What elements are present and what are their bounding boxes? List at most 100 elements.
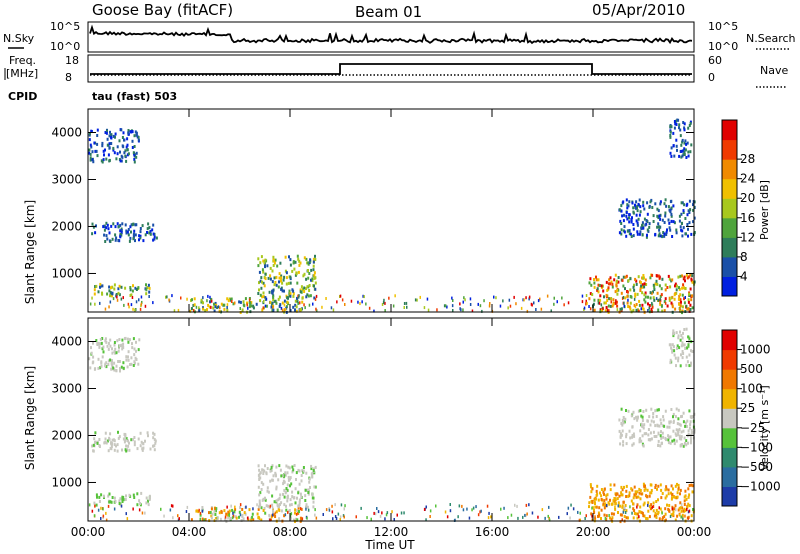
echo-cell: [647, 309, 649, 312]
echo-cell: [690, 514, 693, 518]
echo-cell: [282, 479, 285, 483]
echo-cell: [546, 294, 549, 298]
echo-cell: [299, 288, 302, 292]
echo-cell: [638, 487, 641, 491]
echo-cell: [102, 345, 105, 349]
echo-cell: [116, 295, 118, 299]
echo-cell: [427, 308, 430, 312]
echo-cell: [122, 296, 124, 300]
echo-cell: [633, 485, 636, 489]
echo-cell: [684, 489, 687, 493]
echo-cell: [279, 493, 282, 497]
echo-cell: [676, 514, 679, 518]
echo-cell: [94, 440, 96, 444]
echo-cell: [274, 258, 277, 262]
echo-cell: [138, 238, 140, 242]
echo-cell: [670, 497, 673, 501]
echo-cell: [681, 154, 684, 158]
echo-cell: [257, 464, 260, 468]
echo-cell: [652, 296, 655, 300]
echo-cell: [230, 516, 232, 520]
echo-cell: [676, 148, 678, 152]
echo-cell: [670, 408, 673, 411]
echo-cell: [688, 335, 691, 339]
echo-cell: [680, 437, 683, 441]
echo-cell: [607, 309, 610, 313]
echo-cell: [214, 517, 217, 521]
echo-cell: [693, 280, 696, 284]
nsky-trace: [89, 24, 693, 45]
echo-cell: [651, 206, 654, 209]
echo-cell: [105, 234, 108, 238]
echo-cell: [585, 294, 588, 297]
echo-cell: [679, 506, 682, 510]
echo-cell: [102, 225, 105, 229]
echo-cell: [630, 499, 633, 503]
echo-cell: [680, 149, 683, 153]
echo-cell: [655, 297, 658, 301]
echo-cell: [105, 131, 108, 135]
echo-cell: [688, 199, 691, 203]
echo-cell: [124, 438, 127, 442]
echo-cell: [585, 299, 587, 303]
echo-cell: [635, 282, 638, 286]
colorbar-swatch: [722, 486, 737, 507]
echo-cell: [690, 428, 693, 432]
echo-cell: [507, 306, 509, 310]
echo-cell: [666, 503, 668, 507]
echo-cell: [214, 305, 217, 309]
echo-cell: [109, 500, 112, 504]
echo-cell: [635, 492, 638, 496]
echo-cell: [635, 415, 638, 419]
echo-cell: [463, 296, 465, 300]
echo-cell: [116, 449, 119, 453]
echo-cell: [623, 420, 626, 424]
echo-cell: [680, 430, 683, 434]
nave-label: Nave: [760, 64, 788, 77]
echo-cell: [655, 516, 658, 519]
echo-cell: [109, 294, 111, 298]
echo-cell: [621, 278, 624, 282]
echo-cell: [140, 440, 143, 444]
echo-cell: [624, 275, 627, 279]
echo-cell: [248, 508, 251, 512]
echo-cell: [281, 289, 284, 293]
echo-cell: [169, 508, 172, 512]
echo-cell: [675, 231, 678, 235]
echo-cell: [138, 234, 141, 238]
echo-cell: [98, 500, 101, 503]
echo-cell: [676, 482, 678, 486]
echo-cell: [100, 506, 102, 510]
echo-cell: [640, 511, 643, 515]
echo-cell: [95, 284, 98, 288]
echo-cell: [657, 234, 660, 238]
echo-cell: [677, 336, 680, 340]
echo-cell: [671, 343, 674, 347]
echo-cell: [671, 235, 674, 238]
echo-cell: [274, 281, 277, 284]
echo-cell: [597, 278, 600, 282]
echo-cell: [109, 358, 112, 362]
echo-cell: [661, 309, 664, 313]
echo-cell: [109, 130, 111, 134]
echo-cell: [646, 233, 648, 237]
echo-cell: [589, 277, 592, 281]
echo-cell: [213, 302, 215, 306]
echo-cell: [207, 303, 210, 307]
echo-cell: [652, 290, 654, 294]
echo-cell: [654, 282, 657, 286]
echo-cell: [290, 482, 293, 486]
echo-cell: [669, 151, 672, 155]
echo-cell: [137, 138, 140, 142]
echo-cell: [291, 465, 294, 469]
echo-cell: [273, 500, 276, 504]
echo-cell: [593, 278, 595, 281]
echo-cell: [687, 344, 690, 348]
echo-cell: [313, 296, 316, 300]
echo-cell: [101, 284, 104, 288]
echo-cell: [613, 497, 616, 500]
echo-cell: [295, 517, 297, 521]
echo-cell: [672, 131, 675, 135]
echo-cell: [600, 494, 603, 498]
echo-cell: [292, 468, 295, 472]
